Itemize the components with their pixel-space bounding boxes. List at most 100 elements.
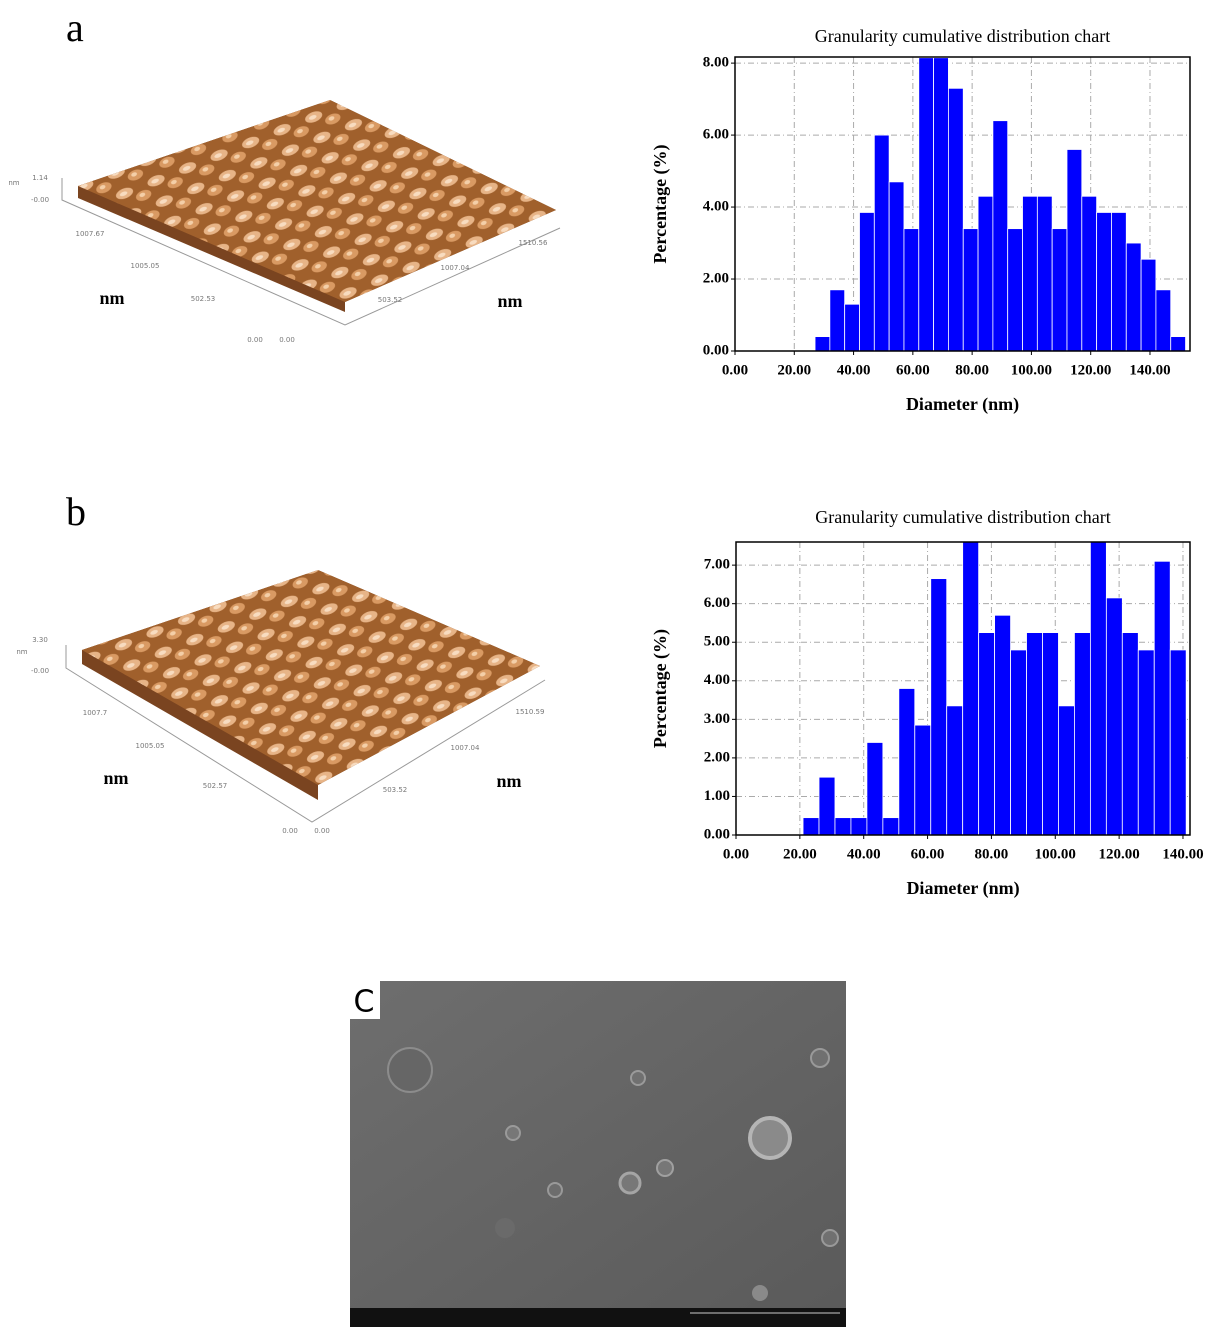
bar — [1007, 228, 1023, 352]
bar — [1155, 289, 1172, 352]
bar — [1081, 195, 1098, 352]
y-tick-label: 6.00 — [704, 595, 730, 611]
panel-label: b — [66, 489, 86, 534]
bar — [898, 688, 916, 836]
afm-scale-label: 1005.05 — [136, 742, 165, 750]
bar — [1089, 541, 1107, 836]
bar — [994, 614, 1011, 836]
x-tick-label: 140.00 — [1162, 846, 1203, 862]
afm-scale-label: 503.52 — [383, 786, 408, 794]
bar — [933, 57, 949, 352]
afm-scale-label: -0.00 — [31, 196, 49, 204]
bar — [1036, 195, 1053, 352]
axis-unit: nm — [497, 291, 522, 311]
afm-scale-label: nm — [8, 179, 19, 187]
bar — [1051, 228, 1068, 352]
x-tick-label: 0.00 — [723, 846, 749, 862]
bar — [1125, 242, 1142, 352]
bar — [903, 228, 920, 352]
axis-unit: nm — [103, 768, 128, 788]
afm-surface — [78, 100, 556, 302]
bar — [1026, 632, 1043, 836]
afm-axes — [61, 178, 561, 326]
afm-scale-label: 0.00 — [279, 336, 295, 344]
bar — [844, 303, 860, 352]
chart-title: Granularity cumulative distribution char… — [815, 507, 1110, 527]
y-tick-label: 3.00 — [704, 711, 730, 727]
bar — [1074, 632, 1091, 836]
x-tick-label: 140.00 — [1129, 362, 1170, 378]
x-tick-label: 60.00 — [911, 846, 945, 862]
y-tick-label: 4.00 — [704, 672, 730, 688]
bar — [1058, 705, 1075, 836]
bar — [1169, 649, 1187, 836]
bar — [962, 228, 979, 352]
axis-unit: nm — [496, 771, 521, 791]
afm-scale-label: 0.00 — [282, 827, 298, 835]
bar — [873, 134, 890, 352]
afm-scale-label: 503.52 — [378, 296, 403, 304]
x-tick-label: 120.00 — [1098, 846, 1139, 862]
chart-title: Granularity cumulative distribution char… — [815, 26, 1110, 46]
bar — [992, 120, 1009, 352]
afm-scale-label: 0.00 — [247, 336, 263, 344]
afm-scale-label: 1007.04 — [441, 264, 470, 272]
bar — [1042, 632, 1059, 836]
bar — [888, 181, 905, 352]
bar — [1153, 560, 1171, 836]
y-axis-label: Percentage (%) — [650, 144, 671, 263]
bar — [1010, 649, 1027, 836]
bar — [818, 776, 836, 836]
x-tick-label: 80.00 — [955, 362, 989, 378]
y-tick-label: 8.00 — [703, 55, 729, 71]
x-tick-label: 20.00 — [783, 846, 817, 862]
afm-scale-label: 1007.67 — [76, 230, 105, 238]
plot-frame — [734, 56, 1191, 352]
bar — [882, 817, 900, 836]
bar — [962, 541, 980, 836]
panel-label: a — [66, 5, 84, 50]
afm-scale-label: 502.53 — [191, 295, 216, 303]
afm-scale-label: -0.00 — [31, 667, 49, 675]
afm-scale-label: 1.14 — [32, 174, 48, 182]
x-tick-label: 100.00 — [1035, 846, 1076, 862]
x-tick-label: 40.00 — [837, 362, 871, 378]
x-tick-label: 60.00 — [896, 362, 930, 378]
bar — [850, 817, 868, 836]
x-tick-label: 100.00 — [1011, 362, 1052, 378]
y-tick-label: 2.00 — [704, 749, 730, 765]
afm-scale-label: 1007.04 — [451, 744, 480, 752]
afm-scale-label: 0.00 — [314, 827, 330, 835]
afm-scale-label: 1510.59 — [516, 708, 545, 716]
bar — [946, 705, 964, 836]
bar — [948, 87, 964, 352]
bar — [834, 817, 852, 836]
afm-scale-label: 502.57 — [203, 782, 228, 790]
afm-scale-label: 1005.05 — [131, 262, 160, 270]
afm-surface — [82, 570, 540, 785]
y-axis-label: Percentage (%) — [650, 629, 671, 748]
y-tick-label: 5.00 — [704, 634, 730, 650]
y-tick-label: 0.00 — [704, 826, 730, 842]
bar — [1170, 336, 1186, 352]
afm-scale-label: 1007.7 — [83, 709, 108, 717]
bar — [1140, 258, 1157, 352]
bar — [1111, 212, 1127, 352]
x-tick-label: 20.00 — [777, 362, 811, 378]
afm-scale-label: 3.30 — [32, 636, 48, 644]
x-tick-label: 80.00 — [975, 846, 1009, 862]
bar — [1066, 149, 1083, 352]
x-tick-label: 40.00 — [847, 846, 881, 862]
bar — [1022, 195, 1038, 352]
bar — [977, 195, 994, 352]
bar — [814, 336, 831, 352]
bar — [829, 289, 846, 352]
y-tick-label: 7.00 — [704, 557, 730, 573]
y-tick-label: 4.00 — [703, 198, 729, 214]
sem-image — [350, 981, 846, 1327]
bar — [930, 578, 948, 836]
afm-axes — [65, 645, 546, 823]
bar — [978, 632, 996, 836]
plot-frame — [735, 541, 1191, 836]
